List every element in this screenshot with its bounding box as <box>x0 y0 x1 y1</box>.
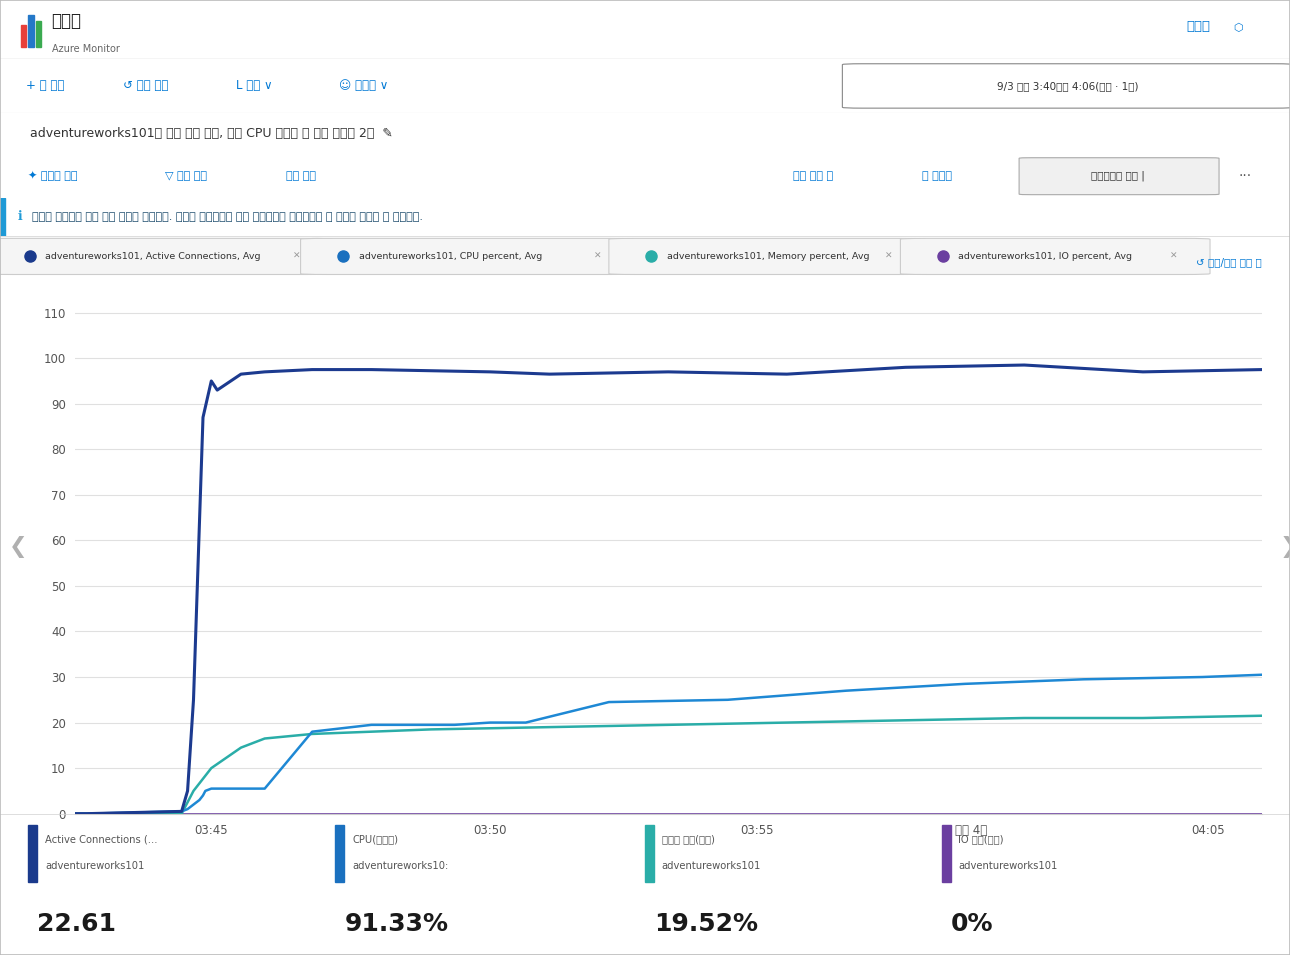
Text: adventureworks101, IO percent, Avg: adventureworks101, IO percent, Avg <box>958 252 1133 261</box>
Text: 분할 적용: 분할 적용 <box>286 171 316 181</box>
Text: ✕: ✕ <box>293 252 301 261</box>
Text: ☺ 피드백 ∨: ☺ 피드백 ∨ <box>339 79 388 93</box>
Text: ▽ 필터 추가: ▽ 필터 추가 <box>165 171 208 181</box>
Text: ↺ 새로 고침: ↺ 새로 고침 <box>123 79 168 93</box>
Bar <box>28 825 37 881</box>
Bar <box>36 21 41 48</box>
Bar <box>28 14 34 48</box>
Text: 91.33%: 91.33% <box>344 912 449 936</box>
Text: adventureworks101: adventureworks101 <box>958 861 1058 871</box>
Text: IO 비율(평균): IO 비율(평균) <box>958 834 1004 844</box>
Text: L 공유 ∨: L 공유 ∨ <box>236 79 272 93</box>
Text: ❯: ❯ <box>1280 536 1290 559</box>
Text: 0%: 0% <box>951 912 993 936</box>
FancyBboxPatch shape <box>900 239 1210 274</box>
Text: ℹ: ℹ <box>18 210 23 223</box>
Text: ✕: ✕ <box>593 252 601 261</box>
Text: Azure Monitor: Azure Monitor <box>52 44 120 53</box>
Text: ❮: ❮ <box>9 536 27 559</box>
Text: ⬡: ⬡ <box>1233 24 1244 33</box>
Text: 차트에 저장하지 않은 변경 내용이 있습니다. 차트를 대시보드에 다시 저장하거나 대시보드에 새 차트로 고정할 수 있습니다.: 차트에 저장하지 않은 변경 내용이 있습니다. 차트를 대시보드에 다시 저장… <box>32 212 423 222</box>
Bar <box>0 198 5 236</box>
FancyBboxPatch shape <box>301 239 633 274</box>
Text: adventureworks101의 평균 활성 연결, 평균 CPU 백분율 및 기타 메트릭 2개  ✎: adventureworks101의 평균 활성 연결, 평균 CPU 백분율 … <box>30 127 392 140</box>
FancyBboxPatch shape <box>609 239 925 274</box>
Text: ↺ 확대/축소 실행 취: ↺ 확대/축소 실행 취 <box>1196 257 1262 267</box>
Text: 대시보드에 저장 |: 대시보드에 저장 | <box>1091 171 1146 181</box>
Text: CPU(백분율): CPU(백분율) <box>352 834 399 844</box>
Bar <box>645 825 654 881</box>
Bar <box>942 825 951 881</box>
FancyBboxPatch shape <box>0 239 333 274</box>
Bar <box>21 25 26 48</box>
Text: adventureworks101, Active Connections, Avg: adventureworks101, Active Connections, A… <box>45 252 261 261</box>
Text: 메트릭: 메트릭 <box>52 11 81 30</box>
Text: 새 고규칙: 새 고규칙 <box>922 171 952 181</box>
Text: + 새 차트: + 새 차트 <box>26 79 64 93</box>
Text: ✕: ✕ <box>885 252 893 261</box>
Text: ✕: ✕ <box>1170 252 1178 261</box>
Text: adventureworks101: adventureworks101 <box>45 861 144 871</box>
FancyBboxPatch shape <box>1019 158 1219 195</box>
Text: Active Connections (...: Active Connections (... <box>45 834 157 844</box>
Text: 메모리 비율(평균): 메모리 비율(평균) <box>662 834 715 844</box>
Text: 설명서: 설명서 <box>1187 20 1211 33</box>
Text: 19.52%: 19.52% <box>654 912 759 936</box>
Text: 겨은 선향 체: 겨은 선향 체 <box>793 171 833 181</box>
Text: ···: ··· <box>1238 169 1251 183</box>
FancyBboxPatch shape <box>842 64 1290 108</box>
Text: ✦ 메트릭 추가: ✦ 메트릭 추가 <box>28 171 77 181</box>
Text: adventureworks101, Memory percent, Avg: adventureworks101, Memory percent, Avg <box>667 252 869 261</box>
Bar <box>335 825 344 881</box>
Text: adventureworks10:: adventureworks10: <box>352 861 449 871</box>
Text: 22.61: 22.61 <box>37 912 116 936</box>
Text: adventureworks101, CPU percent, Avg: adventureworks101, CPU percent, Avg <box>359 252 542 261</box>
Text: adventureworks101: adventureworks101 <box>662 861 761 871</box>
Text: 9/3 오후 3:40오후 4:06(자동 · 1분): 9/3 오후 3:40오후 4:06(자동 · 1분) <box>997 81 1139 91</box>
